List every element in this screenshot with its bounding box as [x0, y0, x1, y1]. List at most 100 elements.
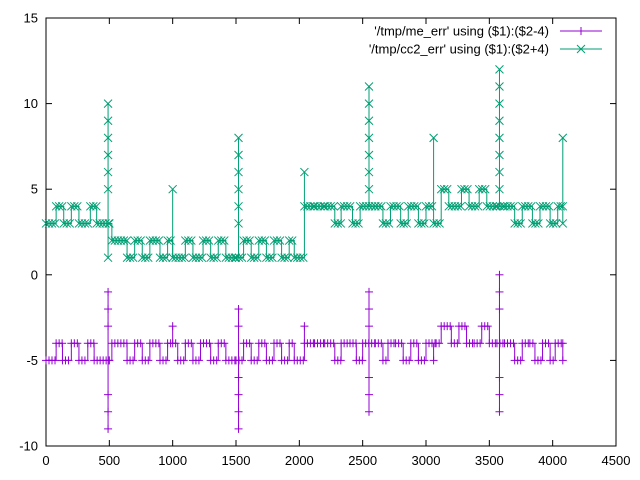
data-point: [136, 236, 146, 245]
data-point: [483, 322, 492, 331]
data-point: [144, 356, 153, 365]
data-point: [509, 201, 518, 211]
data-point: [456, 201, 466, 211]
data-point: [460, 184, 469, 194]
data-point: [435, 339, 444, 348]
data-point: [534, 219, 543, 228]
spike-point: [365, 322, 373, 331]
data-point: [309, 201, 318, 211]
data-point: [177, 253, 187, 263]
spike-point: [364, 82, 374, 91]
data-point: [306, 201, 315, 211]
spike-point: [429, 356, 438, 365]
spike-point: [495, 99, 504, 108]
data-point: [237, 253, 247, 263]
data-point: [432, 219, 441, 228]
data-point: [163, 236, 172, 245]
data-point: [119, 236, 129, 245]
data-point: [212, 356, 221, 365]
data-point: [397, 339, 406, 348]
spike-point: [103, 150, 113, 160]
data-point: [435, 219, 444, 228]
data-point: [284, 236, 294, 245]
spike-point: [495, 184, 504, 194]
data-point: [51, 356, 59, 365]
spike-point: [364, 99, 374, 108]
data-point: [509, 339, 518, 348]
spike-point: [300, 167, 309, 177]
data-point: [154, 236, 164, 245]
data-point: [179, 356, 188, 365]
spike-point: [495, 167, 504, 177]
data-point: [158, 253, 168, 263]
spike-point: [234, 150, 243, 160]
spike-point: [104, 287, 113, 296]
data-point: [154, 339, 163, 348]
data-point: [329, 339, 338, 348]
data-point: [58, 339, 67, 348]
data-point: [351, 219, 360, 228]
data-point: [453, 339, 462, 348]
data-point: [516, 219, 526, 228]
data-point: [336, 356, 345, 365]
axis-ticks: 0 500 1000 1500 2000 2500 3000 3500 4000 4500 -10 -…: [19, 11, 630, 469]
data-point: [122, 339, 131, 348]
legend-marker: [577, 27, 585, 35]
data-point: [186, 236, 196, 245]
data-point: [245, 339, 254, 348]
data-point: [420, 219, 429, 228]
data-point: [526, 201, 536, 211]
data-point: [373, 201, 383, 211]
data-point: [470, 201, 480, 211]
spike-point: [234, 424, 243, 433]
data-point: [392, 201, 401, 211]
spike-point: [364, 150, 374, 160]
spike-point: [429, 133, 438, 143]
spike-point: [103, 116, 113, 126]
data-point: [523, 201, 533, 211]
data-point: [295, 253, 305, 263]
spike-point: [495, 65, 504, 74]
data-point: [531, 219, 540, 228]
spike-point: [168, 184, 178, 194]
x-tick-label: 3500: [475, 453, 504, 468]
data-point: [268, 356, 277, 365]
data-point: [287, 236, 297, 245]
data-point: [201, 236, 211, 245]
data-point: [105, 356, 114, 365]
data-point: [80, 356, 89, 365]
data-point: [140, 253, 150, 263]
spike-point: [365, 407, 373, 416]
x-tick-label: 3000: [412, 453, 441, 468]
data-point: [513, 219, 523, 228]
spike-point: [168, 322, 177, 331]
data-point: [453, 201, 463, 211]
data-point: [245, 236, 254, 245]
spike-point: [234, 305, 243, 314]
data-point: [265, 253, 274, 263]
series-1: [42, 270, 567, 433]
data-point: [417, 219, 426, 228]
data-point: [275, 236, 285, 245]
x-tick-label: 1500: [222, 453, 251, 468]
spike-point: [234, 390, 243, 399]
data-point: [442, 184, 452, 194]
data-point: [276, 339, 284, 348]
data-point: [395, 201, 404, 211]
data-point: [47, 219, 57, 228]
y-tick-label: 10: [24, 96, 38, 111]
series-layer: [41, 65, 568, 433]
data-point: [405, 356, 414, 365]
data-point: [548, 219, 558, 228]
data-point: [216, 236, 226, 245]
data-point: [205, 339, 214, 348]
x-tick-label: 500: [98, 453, 120, 468]
data-point: [516, 356, 525, 365]
data-point: [384, 219, 394, 228]
data-point: [280, 253, 289, 263]
spike-point: [234, 219, 243, 228]
data-point: [136, 339, 145, 348]
spike-point: [495, 373, 504, 382]
data-point: [498, 201, 508, 211]
data-point: [354, 219, 363, 228]
